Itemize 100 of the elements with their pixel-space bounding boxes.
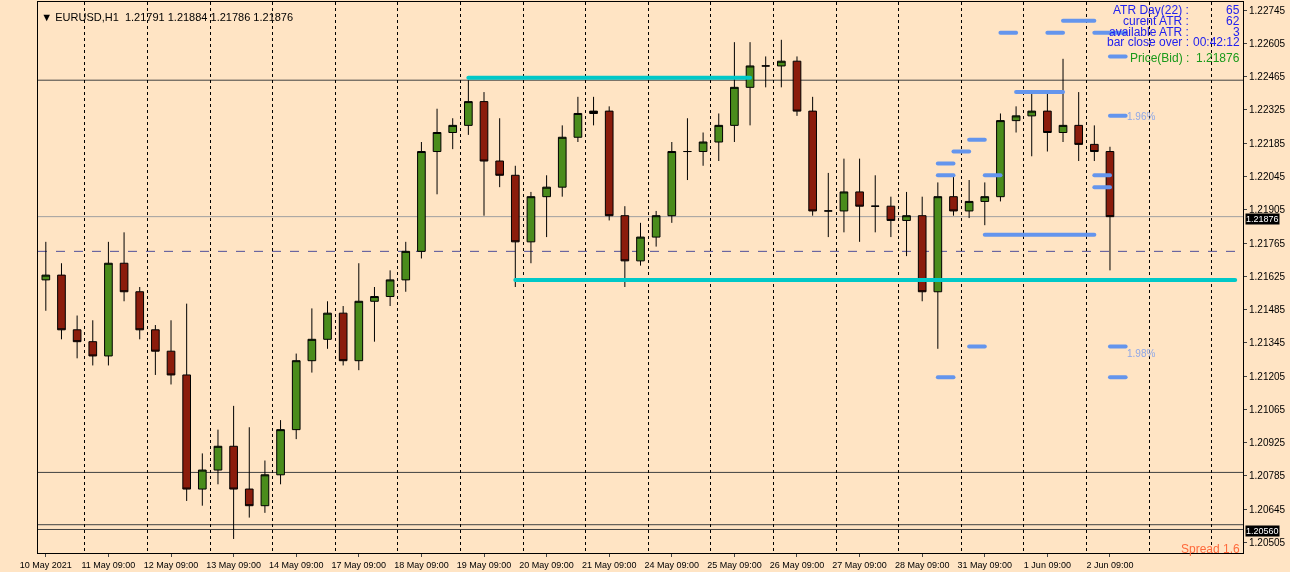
- candlestick: [886, 196, 896, 238]
- ref-line-label: 1.21876: [1246, 214, 1279, 224]
- candlestick: [166, 319, 176, 385]
- candlestick: [307, 307, 317, 374]
- y-tick-label: 1.22045: [1249, 170, 1286, 182]
- candlestick: [72, 315, 82, 359]
- candlestick: [448, 117, 458, 150]
- candlestick: [996, 112, 1005, 202]
- y-tick-label: 1.21065: [1249, 403, 1286, 415]
- candlestick: [41, 241, 51, 312]
- candlestick: [573, 96, 583, 143]
- candlestick: [542, 174, 551, 238]
- annotation: 65: [1226, 3, 1240, 17]
- y-tick-label: 1.20505: [1249, 537, 1286, 549]
- candlestick: [604, 105, 614, 221]
- y-tick-label: 1.21625: [1249, 270, 1286, 282]
- candlestick: [620, 205, 630, 288]
- x-tick-label: 1 Jun 09:00: [1023, 559, 1071, 570]
- candlestick: [823, 172, 833, 238]
- annotation: ATR Day(22) :: [1113, 3, 1189, 17]
- candlestick: [1027, 91, 1037, 157]
- candlestick: [651, 210, 661, 248]
- x-tick-label: 26 May 09:00: [769, 559, 825, 570]
- candlestick: [683, 117, 692, 181]
- annotation: 1.98%: [1127, 348, 1156, 359]
- candlestick: [260, 460, 270, 514]
- x-tick-label: 24 May 09:00: [644, 559, 700, 570]
- candlestick: [182, 303, 191, 502]
- annotation: Spread 1.6: [1181, 542, 1241, 556]
- y-tick-label: 1.21765: [1249, 237, 1286, 249]
- candlestick: [88, 319, 98, 366]
- candlestick: [1090, 124, 1099, 162]
- candlestick: [1074, 91, 1084, 162]
- candlestick: [745, 41, 755, 126]
- candlestick: [589, 96, 598, 126]
- candlestick: [401, 241, 411, 293]
- candlestick: [385, 269, 395, 307]
- x-tick-label: 28 May 09:00: [894, 559, 950, 570]
- candlestick: [902, 191, 911, 257]
- y-tick-label: 1.22325: [1249, 104, 1286, 116]
- candlestick: [244, 426, 254, 519]
- y-tick-label: 1.21905: [1249, 204, 1286, 216]
- candlestick: [964, 179, 974, 219]
- y-tick-label: 1.21205: [1249, 370, 1286, 382]
- candlestick: [479, 91, 489, 217]
- candlestick: [417, 141, 426, 259]
- candlestick: [370, 286, 379, 343]
- y-tick-label: 1.22185: [1249, 137, 1286, 149]
- candlestick: [855, 158, 864, 243]
- y-tick-label: 1.20645: [1249, 503, 1286, 515]
- candlestick: [1043, 91, 1052, 153]
- candlestick: [698, 132, 708, 167]
- candlestick: [291, 353, 301, 440]
- candlestick: [730, 41, 739, 143]
- candlestick: [464, 79, 473, 136]
- candlestick: [338, 305, 348, 366]
- candlestick: [557, 124, 567, 198]
- annotation: Price(Bid) : 1.21876: [1130, 51, 1240, 65]
- candlestick: [323, 300, 332, 350]
- candlestick: [949, 174, 958, 217]
- x-tick-label: 20 May 09:00: [519, 559, 574, 570]
- annotation: 1.96%: [1127, 111, 1156, 122]
- y-tick-label: 1.20925: [1249, 437, 1286, 449]
- y-tick-label: 1.21345: [1249, 337, 1286, 349]
- annotation: 62: [1226, 14, 1240, 28]
- y-tick-label: 1.22745: [1249, 4, 1286, 16]
- x-tick-label: 10 May 2021: [19, 559, 72, 570]
- candlestick: [197, 452, 207, 507]
- x-tick-label: 31 May 09:00: [957, 559, 1013, 570]
- candlestick: [808, 96, 817, 217]
- candlestick: [761, 55, 771, 88]
- text: ▼ EURUSD,H1 1.21791 1.21884 1.21786 1.21876: [41, 10, 294, 23]
- candlestick: [276, 419, 285, 485]
- candlestick: [432, 108, 442, 195]
- candlestick: [1058, 58, 1068, 143]
- candlestick: [510, 165, 520, 288]
- y-tick-label: 1.20785: [1249, 470, 1286, 482]
- candlestick: [151, 324, 160, 376]
- candlestick: [229, 405, 238, 540]
- candlestick: [104, 241, 113, 366]
- candlestick: [839, 158, 849, 233]
- x-tick-label: 12 May 09:00: [143, 559, 199, 570]
- x-tick-label: 17 May 09:00: [331, 559, 387, 570]
- candlestick: [495, 117, 504, 188]
- x-tick-label: 13 May 09:00: [206, 559, 261, 570]
- candlestick: [667, 141, 677, 224]
- y-tick-label: 1.22465: [1249, 71, 1286, 83]
- candlestick: [792, 55, 802, 117]
- candlestick: [933, 181, 943, 350]
- x-tick-label: 18 May 09:00: [394, 559, 449, 570]
- candlestick: [354, 262, 364, 371]
- x-tick-label: 25 May 09:00: [707, 559, 762, 570]
- candlestick: [526, 191, 536, 264]
- ref-line-label: 1.20560: [1246, 526, 1279, 536]
- x-tick-label: 2 Jun 09:00: [1086, 559, 1134, 570]
- candlestick: [980, 181, 990, 226]
- candlestick: [1105, 146, 1115, 271]
- x-tick-label: 27 May 09:00: [832, 559, 887, 570]
- x-tick-label: 19 May 09:00: [456, 559, 512, 570]
- candlestick: [917, 196, 927, 302]
